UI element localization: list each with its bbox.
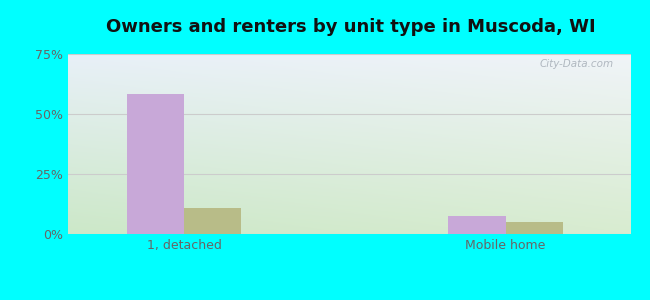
Text: Owners and renters by unit type in Muscoda, WI: Owners and renters by unit type in Musco… bbox=[106, 18, 596, 36]
Bar bbox=[127, 94, 184, 234]
Bar bbox=[506, 222, 563, 234]
Bar bbox=[448, 216, 506, 234]
Bar bbox=[184, 208, 241, 234]
Text: City-Data.com: City-Data.com bbox=[540, 59, 614, 69]
